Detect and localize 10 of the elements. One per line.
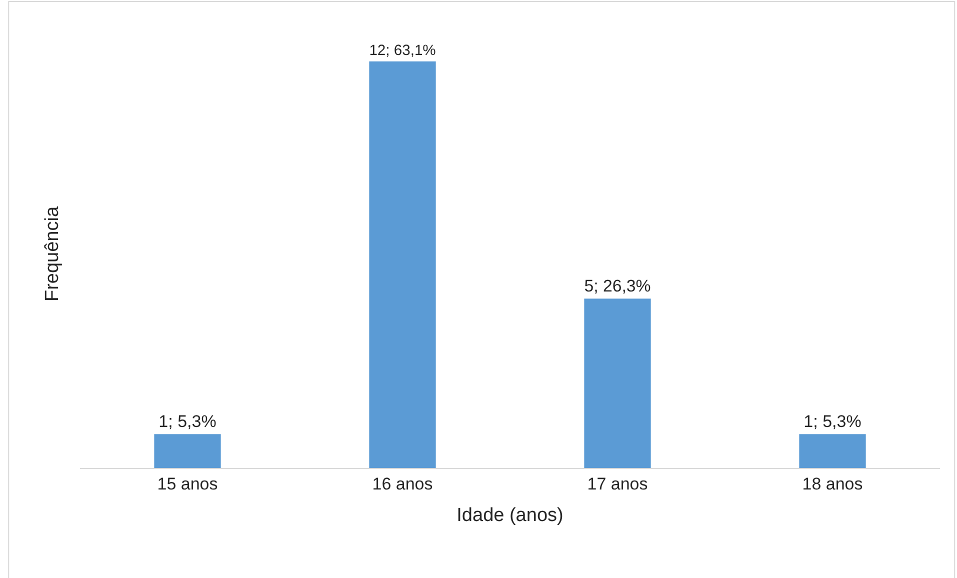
x-tick-label: 16 anos bbox=[372, 474, 433, 494]
x-tick-label: 17 anos bbox=[587, 474, 648, 494]
y-axis-title: Frequência bbox=[42, 206, 63, 302]
data-label: 1; 5,3% bbox=[158, 412, 216, 432]
data-label: 5; 26,3% bbox=[584, 276, 651, 296]
x-axis-title: Idade (anos) bbox=[456, 505, 564, 526]
x-tick-label: 18 anos bbox=[802, 474, 863, 494]
x-tick-label: 15 anos bbox=[157, 474, 218, 494]
data-label: 1; 5,3% bbox=[804, 412, 862, 432]
data-label: 12; 63,1% bbox=[369, 42, 436, 59]
